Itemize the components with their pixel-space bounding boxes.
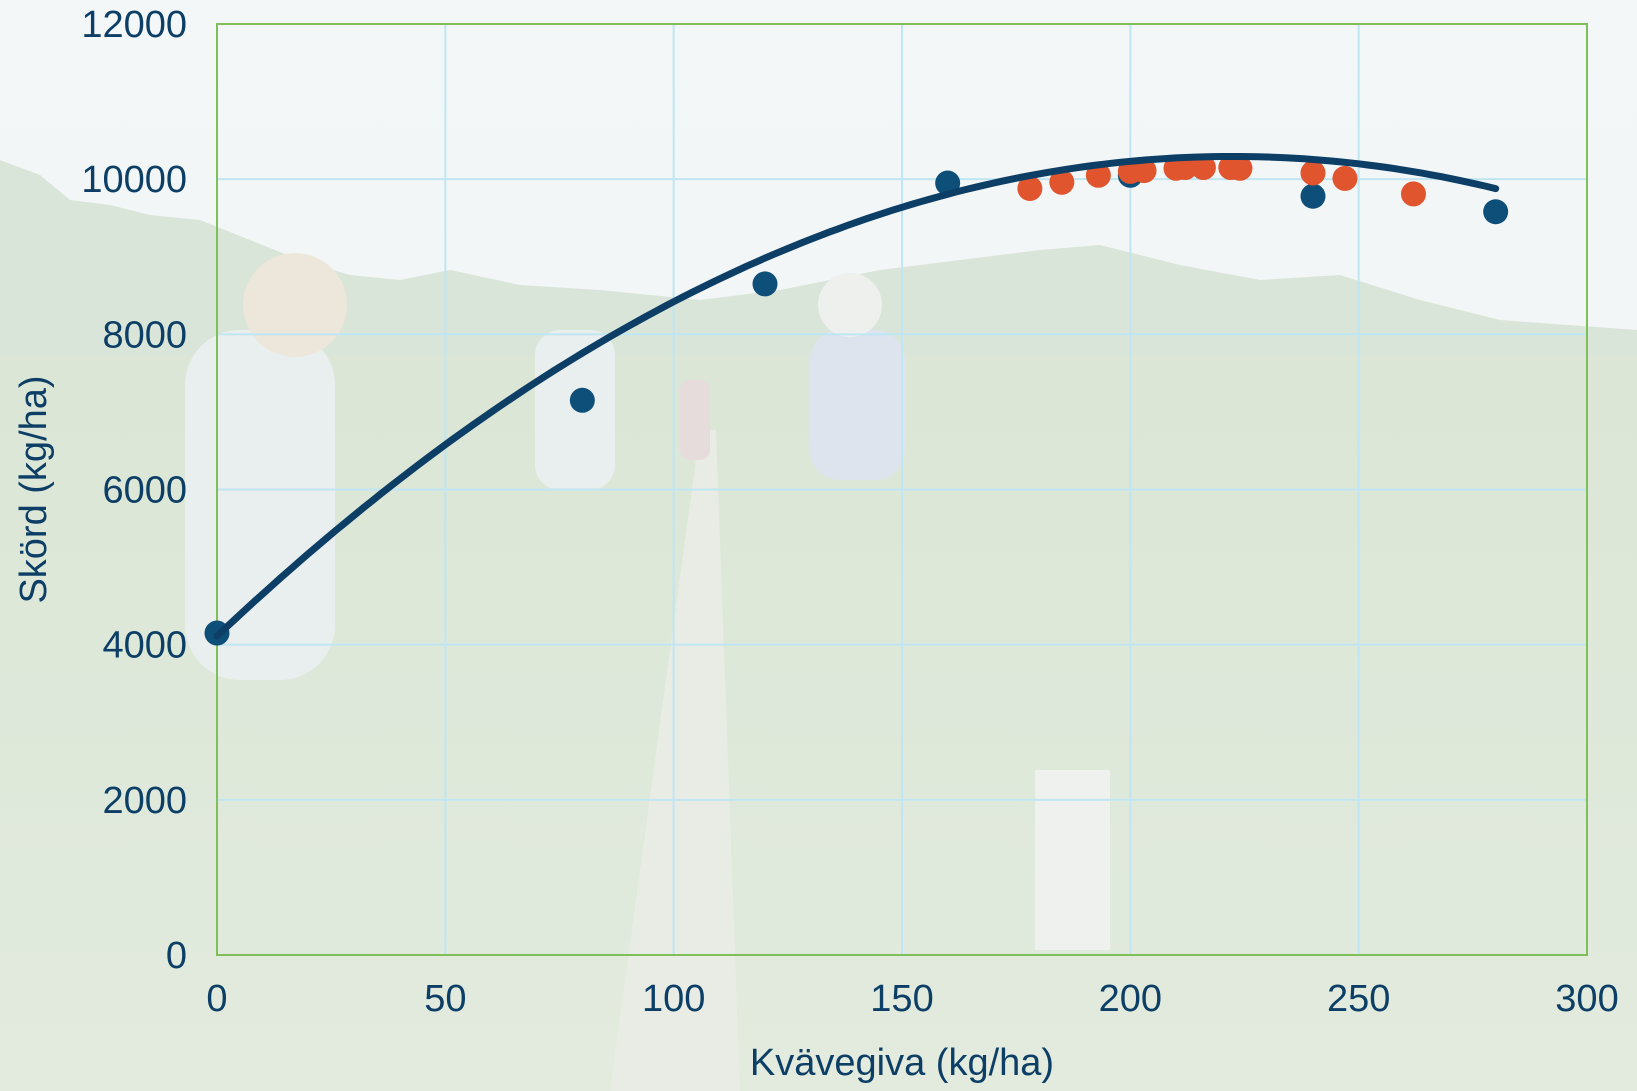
y-tick-label: 2000: [102, 780, 187, 822]
plot-area: 0 50 100 150 200 250 300 0 2000 4000 6000 8000 1000…: [81, 4, 1618, 1020]
x-axis-labels: 0 50 100 150 200 250 300: [206, 978, 1618, 1020]
data-point: [1049, 169, 1075, 195]
x-tick-label: 100: [642, 978, 705, 1020]
data-point: [1300, 160, 1326, 186]
data-point: [1017, 175, 1043, 201]
data-point: [1483, 199, 1509, 225]
y-tick-label: 4000: [102, 625, 187, 667]
plot-frame: [216, 23, 1588, 956]
y-tick-label: 6000: [102, 470, 187, 512]
x-tick-label: 250: [1327, 978, 1390, 1020]
background-people: [185, 253, 1110, 950]
y-tick-label: 10000: [81, 159, 187, 201]
x-axis-title: Kvävegiva (kg/ha): [750, 1042, 1054, 1084]
y-axis-labels: 0 2000 4000 6000 8000 10000 12000: [81, 4, 187, 977]
data-point: [1227, 155, 1253, 181]
background-treeline: [0, 160, 1637, 360]
x-tick-label: 0: [206, 978, 227, 1020]
data-point: [1131, 158, 1157, 184]
y-tick-label: 12000: [81, 4, 187, 46]
x-tick-label: 300: [1555, 978, 1618, 1020]
y-tick-label: 0: [166, 935, 187, 977]
x-tick-label: 200: [1099, 978, 1162, 1020]
data-point: [1400, 181, 1426, 207]
x-tick-label: 50: [424, 978, 466, 1020]
data-point: [1190, 155, 1216, 181]
background-path: [610, 430, 740, 1091]
y-tick-label: 8000: [102, 314, 187, 356]
x-tick-label: 150: [870, 978, 933, 1020]
fit-curve: [213, 153, 1500, 640]
data-point: [752, 271, 778, 297]
y-axis-title: Skörd (kg/ha): [13, 375, 55, 603]
data-point: [1332, 165, 1358, 191]
data-point: [569, 387, 595, 413]
data-point: [1172, 155, 1198, 181]
data-markers: [204, 155, 1509, 646]
data-point: [1300, 183, 1326, 209]
